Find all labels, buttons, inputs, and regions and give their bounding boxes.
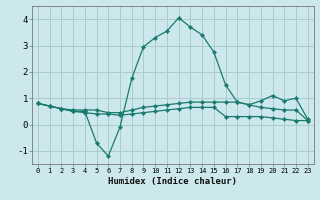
X-axis label: Humidex (Indice chaleur): Humidex (Indice chaleur) bbox=[108, 177, 237, 186]
